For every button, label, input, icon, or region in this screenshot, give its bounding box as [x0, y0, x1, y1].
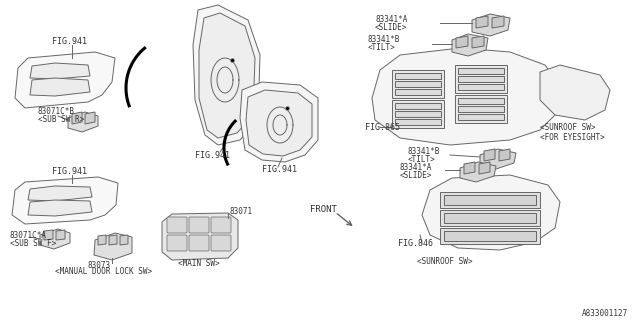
- Polygon shape: [12, 177, 118, 224]
- Polygon shape: [392, 100, 444, 128]
- Text: 83341*A: 83341*A: [375, 15, 408, 25]
- Polygon shape: [120, 235, 128, 245]
- Polygon shape: [395, 81, 441, 87]
- FancyBboxPatch shape: [211, 217, 231, 233]
- Polygon shape: [246, 90, 312, 156]
- Polygon shape: [30, 63, 90, 79]
- Polygon shape: [472, 14, 510, 36]
- Polygon shape: [458, 106, 504, 112]
- Text: FIG.846: FIG.846: [398, 238, 433, 247]
- Polygon shape: [492, 16, 504, 28]
- Text: <TILT>: <TILT>: [368, 44, 396, 52]
- Polygon shape: [460, 162, 496, 182]
- Polygon shape: [440, 210, 540, 226]
- Polygon shape: [472, 36, 484, 48]
- Polygon shape: [395, 119, 441, 125]
- Polygon shape: [28, 200, 92, 216]
- Polygon shape: [30, 78, 90, 96]
- Polygon shape: [68, 112, 98, 132]
- Polygon shape: [395, 89, 441, 95]
- Polygon shape: [458, 68, 504, 74]
- Text: FIG.941: FIG.941: [52, 37, 87, 46]
- Text: FIG.941: FIG.941: [262, 165, 297, 174]
- Polygon shape: [199, 13, 255, 138]
- Polygon shape: [455, 95, 507, 123]
- Polygon shape: [499, 149, 510, 161]
- Text: FIG.941: FIG.941: [52, 167, 87, 177]
- Text: <MANUAL DOOR LOCK SW>: <MANUAL DOOR LOCK SW>: [55, 268, 152, 276]
- Text: 83071C*B: 83071C*B: [38, 108, 75, 116]
- Polygon shape: [458, 114, 504, 120]
- Polygon shape: [479, 162, 490, 174]
- Polygon shape: [440, 228, 540, 244]
- Text: FIG.865: FIG.865: [365, 124, 400, 132]
- FancyBboxPatch shape: [167, 235, 187, 251]
- Polygon shape: [40, 229, 70, 249]
- Text: <FOR EYESIGHT>: <FOR EYESIGHT>: [540, 133, 605, 142]
- Polygon shape: [94, 233, 132, 260]
- Polygon shape: [452, 34, 488, 56]
- Text: 83073: 83073: [88, 260, 111, 269]
- Polygon shape: [422, 175, 560, 250]
- Polygon shape: [480, 149, 516, 169]
- Text: FRONT: FRONT: [310, 205, 337, 214]
- Polygon shape: [193, 5, 260, 145]
- Text: 83071C*A: 83071C*A: [10, 230, 47, 239]
- Text: <SLIDE>: <SLIDE>: [375, 23, 408, 33]
- Polygon shape: [395, 103, 441, 109]
- Text: <MAIN SW>: <MAIN SW>: [178, 260, 220, 268]
- Text: <SUNROOF SW>: <SUNROOF SW>: [540, 124, 595, 132]
- Polygon shape: [540, 65, 610, 120]
- Polygon shape: [476, 16, 488, 28]
- Text: FIG.941: FIG.941: [195, 150, 230, 159]
- Polygon shape: [85, 112, 95, 124]
- Polygon shape: [440, 192, 540, 208]
- Polygon shape: [162, 213, 238, 260]
- Text: <TILT>: <TILT>: [408, 155, 436, 164]
- Polygon shape: [372, 48, 560, 145]
- Polygon shape: [395, 111, 441, 117]
- Polygon shape: [458, 98, 504, 104]
- FancyBboxPatch shape: [189, 217, 209, 233]
- Polygon shape: [456, 36, 468, 48]
- Text: <SUB SW R>: <SUB SW R>: [38, 116, 84, 124]
- Polygon shape: [464, 162, 475, 174]
- Text: <SLIDE>: <SLIDE>: [400, 171, 433, 180]
- Polygon shape: [444, 231, 536, 241]
- Polygon shape: [56, 230, 65, 240]
- FancyBboxPatch shape: [167, 217, 187, 233]
- Polygon shape: [455, 65, 507, 93]
- Polygon shape: [392, 70, 444, 98]
- Polygon shape: [109, 235, 117, 245]
- Polygon shape: [240, 82, 318, 162]
- Polygon shape: [444, 195, 536, 205]
- Text: 83341*B: 83341*B: [408, 147, 440, 156]
- Polygon shape: [28, 186, 92, 201]
- Polygon shape: [484, 149, 495, 161]
- Polygon shape: [72, 112, 82, 124]
- Polygon shape: [458, 76, 504, 82]
- FancyBboxPatch shape: [189, 235, 209, 251]
- Polygon shape: [395, 73, 441, 79]
- Polygon shape: [15, 52, 115, 108]
- Polygon shape: [44, 230, 53, 240]
- Text: 83341*A: 83341*A: [400, 163, 433, 172]
- Text: 83071: 83071: [230, 206, 253, 215]
- Polygon shape: [444, 213, 536, 223]
- Text: <SUB SW F>: <SUB SW F>: [10, 238, 56, 247]
- Polygon shape: [458, 84, 504, 90]
- FancyBboxPatch shape: [211, 235, 231, 251]
- Polygon shape: [98, 235, 106, 245]
- Text: 83341*B: 83341*B: [368, 36, 401, 44]
- Text: <SUNROOF SW>: <SUNROOF SW>: [417, 258, 473, 267]
- Text: A833001127: A833001127: [582, 309, 628, 318]
